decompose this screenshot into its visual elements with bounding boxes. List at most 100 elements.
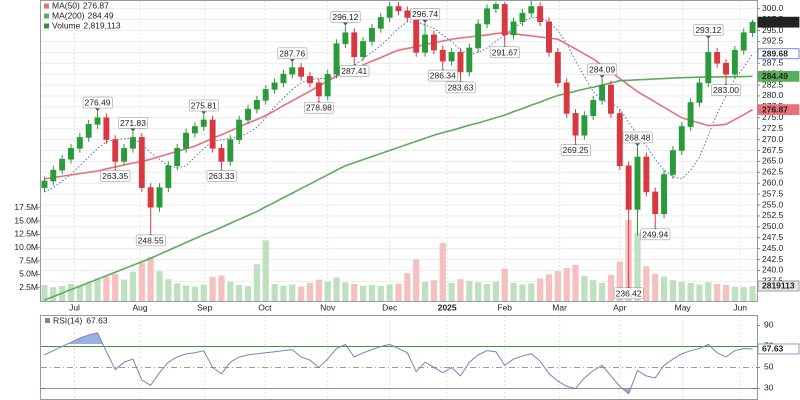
y-tick-label: 250.0 <box>762 221 784 231</box>
volume-bar <box>351 283 358 301</box>
annotation-box <box>410 8 441 20</box>
candle-body <box>581 115 588 136</box>
volume-bar <box>120 279 128 301</box>
x-tick-label: Aug <box>132 302 147 312</box>
annotation-box <box>587 63 618 76</box>
annotation-box <box>118 117 148 129</box>
candle-body <box>484 8 490 25</box>
candle-body <box>740 32 747 51</box>
ma-value-tag: 276.87 <box>762 104 788 114</box>
volume-bar <box>253 264 260 301</box>
candle-body <box>271 82 278 90</box>
volume-bar <box>147 256 154 301</box>
candle-body <box>280 73 287 84</box>
candle-body <box>174 148 181 167</box>
volume-bar <box>112 273 119 301</box>
candle-body <box>103 117 110 140</box>
annotation-marker <box>201 111 207 115</box>
volume-bar <box>94 278 101 301</box>
close-value-tag-box <box>757 16 800 28</box>
x-tick-label: Feb <box>497 302 512 312</box>
volume-bar <box>492 281 499 301</box>
volume-tick-label: 17.5M <box>14 202 38 212</box>
candle-body <box>696 82 703 103</box>
legend-value: 276.87 <box>83 0 109 10</box>
volume-bar <box>129 271 137 301</box>
candle-body <box>85 124 92 138</box>
candle-body <box>156 187 163 208</box>
annotation-marker <box>289 59 295 63</box>
volume-bar <box>413 259 420 301</box>
y-tick-label: 295.0 <box>762 25 784 35</box>
volume-bar <box>430 280 438 301</box>
candle-body <box>422 34 429 53</box>
legend-swatch <box>44 23 49 29</box>
volume-bar <box>298 286 305 301</box>
volume-bar <box>377 286 384 301</box>
annotation-label: 286.34 <box>430 71 456 81</box>
annotation-label: 263.35 <box>102 171 128 181</box>
volume-bar <box>457 279 464 301</box>
volume-bar <box>395 283 402 301</box>
volume-tick-label: 5.0M <box>19 269 38 279</box>
volume-bar <box>660 276 668 301</box>
candle-body <box>563 82 570 114</box>
annotation-box <box>613 287 644 300</box>
y-tick-label: 292.5 <box>762 36 784 46</box>
annotation-box <box>304 101 334 114</box>
annotation-label: 263.33 <box>208 171 234 181</box>
candle-body <box>121 148 128 162</box>
y-tick-label: 240.0 <box>762 265 784 275</box>
candle-body <box>705 52 712 84</box>
rsi-legend-name: RSI(14) <box>53 315 82 325</box>
volume-tick-label: 15.0M <box>14 215 38 225</box>
candle-body <box>50 169 57 182</box>
volume-bar <box>537 278 544 301</box>
candle-body <box>360 41 367 58</box>
annotation-label: 248.55 <box>138 235 164 245</box>
annotation-label: 269.25 <box>563 145 589 155</box>
candle-body <box>599 84 606 101</box>
volume-bar <box>731 286 738 301</box>
legend-swatch <box>44 13 49 19</box>
volume-bar <box>545 274 553 301</box>
annotation-box <box>489 46 520 59</box>
annotation-label: 291.67 <box>492 47 518 57</box>
volume-bar <box>607 274 615 301</box>
candle-body <box>245 108 251 121</box>
annotation-label: 287.41 <box>341 66 367 76</box>
y-tick-label: 282.5 <box>762 79 784 89</box>
volume-bar <box>466 280 473 301</box>
annotation-box <box>445 81 476 94</box>
annotation-marker <box>705 35 711 39</box>
annotation-box <box>277 47 308 60</box>
volume-bar <box>722 285 730 301</box>
volume-bar <box>191 286 199 301</box>
volume-bar <box>315 279 322 301</box>
candle-body <box>537 6 544 23</box>
volume-bar <box>368 285 376 301</box>
annotation-marker <box>635 143 640 147</box>
volume-tick-label: 10.0M <box>14 242 38 252</box>
volume-bar <box>50 287 57 301</box>
candle-body <box>652 191 659 215</box>
candle-body <box>625 165 632 210</box>
candle-body <box>607 84 614 114</box>
x-tick-label: Oct <box>258 302 272 312</box>
volume-bar <box>652 273 659 301</box>
candle-body <box>643 156 650 193</box>
moving-averages <box>44 16 753 301</box>
annotation-box <box>189 99 219 112</box>
candle-body <box>59 158 66 171</box>
volume-bar <box>236 285 243 301</box>
annotation-label: 276.49 <box>85 98 111 108</box>
rsi-panel <box>40 315 758 400</box>
y-tick-label: 287.5 <box>762 58 784 68</box>
annotation-marker <box>95 108 101 112</box>
annotation-box <box>640 228 671 241</box>
volume-bar <box>280 285 287 301</box>
y-tick-label: 255.0 <box>762 199 784 209</box>
volume-bar <box>740 287 747 301</box>
annotation-box <box>100 170 131 182</box>
